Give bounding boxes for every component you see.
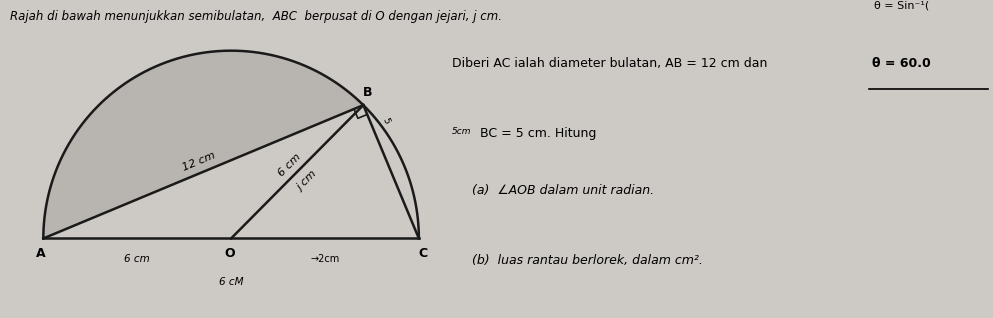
Text: 5: 5 — [380, 116, 391, 125]
Text: Diberi AC ialah diameter bulatan, AB = 12 cm dan: Diberi AC ialah diameter bulatan, AB = 1… — [452, 57, 768, 70]
Text: (a)  ∠AOB dalam unit radian.: (a) ∠AOB dalam unit radian. — [472, 184, 653, 197]
Text: 12 cm: 12 cm — [181, 150, 216, 172]
Text: O: O — [224, 247, 235, 260]
Text: 6 cm: 6 cm — [124, 254, 150, 264]
Text: 6 cm: 6 cm — [277, 151, 303, 178]
Text: (b)  luas rantau berlorek, dalam cm².: (b) luas rantau berlorek, dalam cm². — [472, 254, 703, 267]
Text: C: C — [419, 247, 428, 260]
Text: 5cm: 5cm — [452, 127, 472, 136]
Text: θ = Sin⁻¹(: θ = Sin⁻¹( — [874, 0, 929, 10]
Text: j cm: j cm — [295, 169, 319, 193]
Text: A: A — [36, 247, 46, 260]
Text: Rajah di bawah menunjukkan semibulatan,  ABC  berpusat di O dengan jejari, j cm.: Rajah di bawah menunjukkan semibulatan, … — [10, 10, 501, 23]
Text: B: B — [362, 86, 372, 99]
Polygon shape — [44, 51, 363, 238]
Text: 6 cM: 6 cM — [218, 277, 243, 287]
Text: θ = 60.0: θ = 60.0 — [872, 57, 930, 70]
Text: BC = 5 cm. Hitung: BC = 5 cm. Hitung — [480, 127, 596, 140]
Text: →2cm: →2cm — [311, 254, 340, 264]
